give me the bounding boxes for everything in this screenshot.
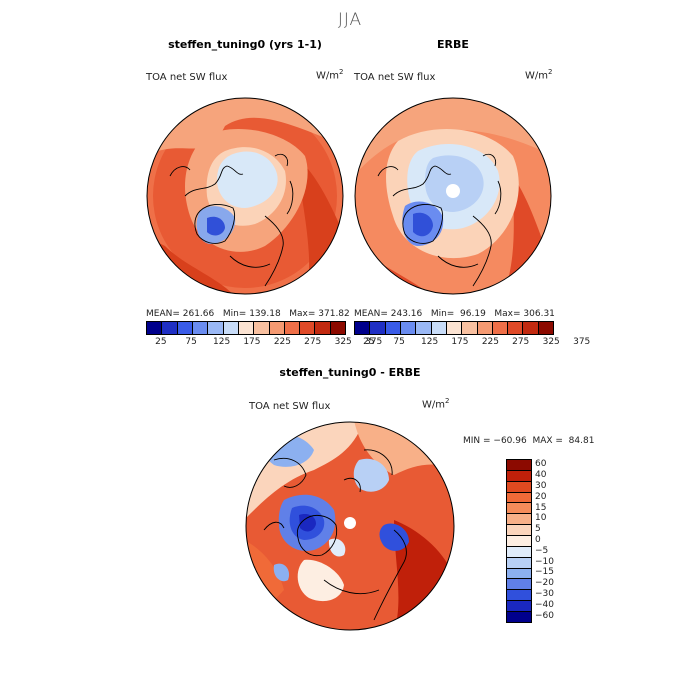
colorbar-tick-label: 175 xyxy=(451,337,469,347)
obs-unit-label: W/m2 xyxy=(525,68,553,82)
colorbar-tick-label: −15 xyxy=(535,567,554,578)
diff-panel-title: steffen_tuning0 - ERBE xyxy=(279,366,421,379)
colorbar-tick-label: 40 xyxy=(535,470,547,481)
model-unit-label: W/m2 xyxy=(316,68,344,82)
colorbar-swatch xyxy=(507,568,531,580)
colorbar-swatch xyxy=(507,546,531,558)
colorbar-tick-label: 60 xyxy=(535,459,547,470)
obs-variable-label: TOA net SW flux xyxy=(354,72,436,83)
colorbar-swatch xyxy=(300,322,316,334)
colorbar-swatch xyxy=(431,322,447,334)
colorbar-swatch xyxy=(330,322,346,334)
colorbar-swatch xyxy=(507,470,531,482)
colorbar-tick-label: 15 xyxy=(535,502,547,513)
colorbar-tick-label: 375 xyxy=(365,337,383,347)
colorbar-swatch xyxy=(507,503,531,515)
diff-unit-label: W/m2 xyxy=(422,397,450,411)
colorbar-swatch xyxy=(507,525,531,537)
colorbar-swatch xyxy=(254,322,270,334)
colorbar-swatch xyxy=(147,322,163,334)
colorbar-swatch xyxy=(223,322,239,334)
model-colorbar-ticks: 25 75 125 175 225 275 325 375 xyxy=(146,337,382,349)
colorbar-swatch xyxy=(446,322,463,334)
colorbar-swatch xyxy=(507,536,531,547)
colorbar-tick-label: 325 xyxy=(542,337,560,347)
model-colorbar xyxy=(146,321,346,335)
colorbar-swatch xyxy=(507,612,531,622)
colorbar-swatch xyxy=(192,322,209,334)
colorbar-swatch xyxy=(507,557,531,569)
obs-colorbar-ticks: 25 75 125 175 225 275 325 375 xyxy=(354,337,590,349)
obs-stats: MEAN= 243.16 Min= 96.19 Max= 306.31 xyxy=(354,309,555,319)
colorbar-tick-label: 125 xyxy=(421,337,439,347)
colorbar-tick-label: 10 xyxy=(535,513,547,524)
model-panel-title: steffen_tuning0 (yrs 1-1) xyxy=(168,38,322,51)
colorbar-swatch xyxy=(177,322,193,334)
colorbar-tick-label: 275 xyxy=(512,337,530,347)
colorbar-swatch xyxy=(400,322,417,334)
season-title: JJA xyxy=(337,10,363,30)
colorbar-tick-label: 30 xyxy=(535,481,547,491)
colorbar-tick-label: 325 xyxy=(334,337,352,347)
colorbar-swatch xyxy=(492,322,509,334)
colorbar-swatch xyxy=(507,492,531,504)
colorbar-swatch xyxy=(507,514,531,526)
colorbar-tick-label: 20 xyxy=(535,491,547,502)
colorbar-tick-label: 225 xyxy=(273,337,292,347)
colorbar-swatch xyxy=(315,322,331,334)
colorbar-tick-label: −60 xyxy=(535,610,554,621)
colorbar-swatch xyxy=(284,322,301,334)
colorbar-tick-label: 25 xyxy=(155,337,167,347)
colorbar-swatch xyxy=(507,481,531,493)
colorbar-swatch xyxy=(162,322,178,334)
colorbar-tick-label: 25 xyxy=(363,337,375,347)
colorbar-swatch xyxy=(269,322,285,334)
colorbar-tick-label: −10 xyxy=(535,556,554,567)
colorbar-swatch xyxy=(507,590,531,602)
obs-colorbar xyxy=(354,321,554,335)
colorbar-swatch xyxy=(507,579,531,591)
colorbar-swatch xyxy=(523,322,539,334)
colorbar-tick-label: 75 xyxy=(393,337,405,347)
colorbar-swatch xyxy=(507,601,531,613)
colorbar-tick-label: 175 xyxy=(243,337,261,347)
colorbar-tick-label: 225 xyxy=(481,337,500,347)
colorbar-tick-label: 275 xyxy=(304,337,322,347)
colorbar-tick-label: −40 xyxy=(535,599,554,610)
colorbar-tick-label: 125 xyxy=(213,337,231,347)
obs-panel-title: ERBE xyxy=(437,38,469,51)
colorbar-swatch xyxy=(385,322,401,334)
diff-polar-map xyxy=(245,421,455,631)
colorbar-swatch xyxy=(538,322,554,334)
diff-minmax: MIN = −60.96 MAX = 84.81 xyxy=(463,436,595,446)
colorbar-tick-label: 0 xyxy=(535,535,541,545)
colorbar-swatch xyxy=(416,322,432,334)
colorbar-swatch xyxy=(462,322,478,334)
model-variable-label: TOA net SW flux xyxy=(146,72,228,83)
diff-colorbar xyxy=(506,459,532,623)
colorbar-tick-label: −5 xyxy=(535,545,549,556)
colorbar-swatch xyxy=(238,322,255,334)
colorbar-tick-label: −30 xyxy=(535,588,554,599)
obs-polar-map xyxy=(354,97,552,295)
colorbar-tick-label: −20 xyxy=(535,578,554,589)
colorbar-swatch xyxy=(370,322,386,334)
colorbar-tick-label: 75 xyxy=(185,337,197,347)
colorbar-swatch xyxy=(355,322,371,334)
colorbar-swatch xyxy=(208,322,224,334)
colorbar-swatch xyxy=(477,322,493,334)
colorbar-tick-label: 375 xyxy=(573,337,591,347)
model-stats: MEAN= 261.66 Min= 139.18 Max= 371.82 xyxy=(146,309,350,319)
colorbar-swatch xyxy=(508,322,524,334)
colorbar-tick-label: 5 xyxy=(535,524,541,535)
diff-variable-label: TOA net SW flux xyxy=(249,401,331,412)
model-polar-map xyxy=(146,97,344,295)
diff-colorbar-ticks: 60 40 30 20 15 10 5 0 −5 −10 −15 −20 −30… xyxy=(535,459,575,621)
colorbar-swatch xyxy=(507,460,531,471)
